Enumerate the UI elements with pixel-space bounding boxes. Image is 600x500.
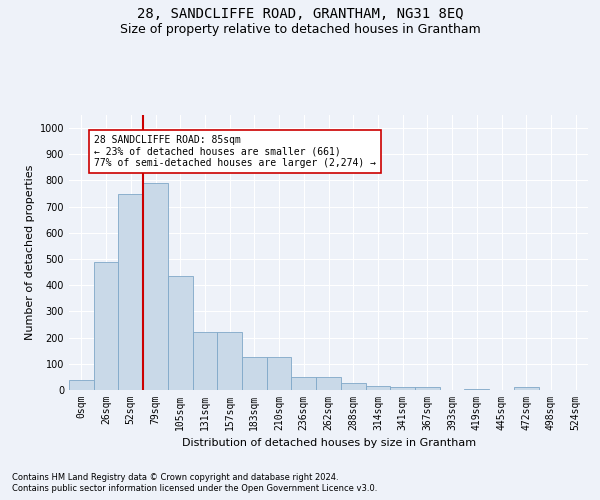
Bar [118, 194, 143, 390]
Bar [316, 377, 341, 390]
Bar [69, 380, 94, 390]
Bar [143, 183, 168, 390]
Bar [168, 276, 193, 390]
Bar [242, 358, 267, 390]
Text: 28, SANDCLIFFE ROAD, GRANTHAM, NG31 8EQ: 28, SANDCLIFFE ROAD, GRANTHAM, NG31 8EQ [137, 8, 463, 22]
Bar [341, 384, 365, 390]
Bar [193, 332, 217, 390]
Bar [267, 358, 292, 390]
Y-axis label: Number of detached properties: Number of detached properties [25, 165, 35, 340]
Bar [217, 332, 242, 390]
Bar [292, 377, 316, 390]
Text: Size of property relative to detached houses in Grantham: Size of property relative to detached ho… [119, 22, 481, 36]
Bar [415, 388, 440, 390]
Text: Distribution of detached houses by size in Grantham: Distribution of detached houses by size … [182, 438, 476, 448]
Text: 28 SANDCLIFFE ROAD: 85sqm
← 23% of detached houses are smaller (661)
77% of semi: 28 SANDCLIFFE ROAD: 85sqm ← 23% of detac… [94, 134, 376, 168]
Bar [514, 388, 539, 390]
Text: Contains public sector information licensed under the Open Government Licence v3: Contains public sector information licen… [12, 484, 377, 493]
Text: Contains HM Land Registry data © Crown copyright and database right 2024.: Contains HM Land Registry data © Crown c… [12, 472, 338, 482]
Bar [390, 388, 415, 390]
Bar [464, 388, 489, 390]
Bar [365, 386, 390, 390]
Bar [94, 262, 118, 390]
